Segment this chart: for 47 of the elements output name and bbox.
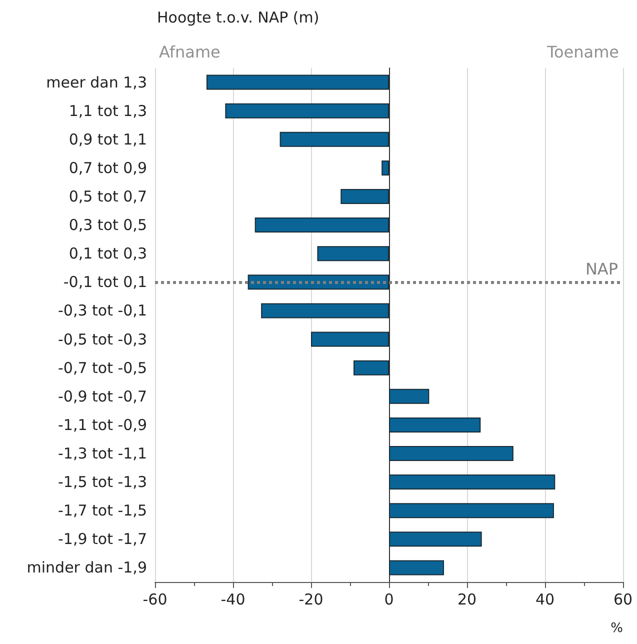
y-tick-label: 0,7 tot 0,9 xyxy=(68,158,147,177)
y-tick-label: 0,1 tot 0,3 xyxy=(68,244,147,263)
y-tick-label: meer dan 1,3 xyxy=(46,73,147,92)
y-tick-label: 1,1 tot 1,3 xyxy=(68,102,147,120)
bar xyxy=(206,74,389,90)
bar xyxy=(389,388,430,404)
bar xyxy=(280,132,389,147)
y-tick-label: 0,9 tot 1,1 xyxy=(68,130,147,148)
x-tick-label: 20 xyxy=(457,590,477,608)
bar xyxy=(389,417,481,432)
y-tick-label: -1,9 tot -1,7 xyxy=(58,530,147,548)
bar xyxy=(354,360,389,376)
bar xyxy=(389,503,554,518)
bar xyxy=(254,218,389,233)
y-tick-label: -0,7 tot -0,5 xyxy=(58,358,147,377)
ref-line-label: NAP xyxy=(585,260,618,279)
bar xyxy=(261,303,389,318)
y-tick-label: 0,3 tot 0,5 xyxy=(68,216,147,234)
text: Toename xyxy=(546,42,619,62)
x-tick-label: 0 xyxy=(384,590,394,608)
y-tick-label: -1,5 tot -1,3 xyxy=(58,473,147,492)
y-tick-label: minder dan -1,9 xyxy=(26,558,147,577)
bar xyxy=(389,446,514,461)
bar xyxy=(382,160,389,176)
bar xyxy=(340,189,389,204)
bar xyxy=(389,560,444,576)
y-tick-label: 0,5 tot 0,7 xyxy=(68,188,147,206)
x-axis-title: % xyxy=(610,621,623,636)
y-tick-label: -1,7 tot -1,5 xyxy=(58,502,147,520)
y-tick-label: -0,3 tot -0,1 xyxy=(58,302,147,320)
bar xyxy=(225,103,389,118)
text: Afname xyxy=(159,42,220,62)
y-tick-label: -1,3 tot -1,1 xyxy=(58,444,147,462)
y-tick-label: -1,1 tot -0,9 xyxy=(58,416,147,434)
x-tick-label: -40 xyxy=(220,590,246,608)
x-tick-label: 40 xyxy=(535,590,555,608)
x-tick-label: -20 xyxy=(298,590,324,608)
y-tick-label: -0,1 tot 0,1 xyxy=(63,273,147,292)
bar xyxy=(311,332,389,347)
bar xyxy=(317,246,389,262)
y-tick-label: -0,5 tot -0,3 xyxy=(58,330,147,348)
chart-title: Hoogte t.o.v. NAP (m) xyxy=(157,8,320,26)
y-tick-label: -0,9 tot -0,7 xyxy=(58,387,147,406)
bar xyxy=(389,532,482,547)
x-tick-label: 60 xyxy=(613,590,633,608)
x-tick-label: -60 xyxy=(142,590,168,608)
bar xyxy=(389,474,556,490)
